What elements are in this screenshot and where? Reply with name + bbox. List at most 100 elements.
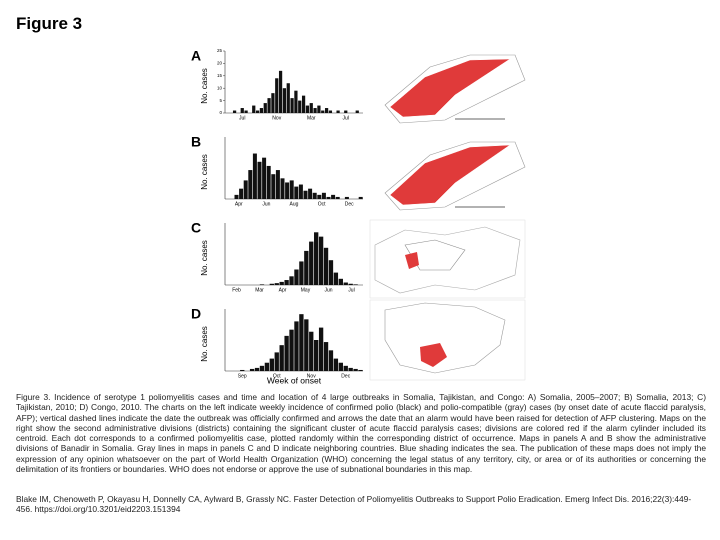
bar [298,184,303,199]
bar [239,188,244,199]
bar [299,261,304,285]
bar [328,350,334,371]
bar [328,260,334,285]
bar [318,236,324,285]
bar [343,365,348,371]
x-tick-label: Jun [262,201,270,207]
bar [353,368,358,371]
bar [304,250,309,285]
bar [252,153,257,199]
bar [326,196,331,199]
bar [309,331,314,371]
bar [348,283,353,285]
bar [252,105,256,113]
bar [313,108,317,113]
bar [259,284,265,285]
x-tick-label: Dec [341,373,350,379]
x-tick-label: Dec [345,201,354,207]
bar [321,192,326,199]
bar [344,110,348,113]
bar [333,358,339,371]
bar [314,340,319,371]
y-tick-label: 25 [217,48,223,53]
map-c [369,219,526,299]
bar [358,196,363,199]
bar [255,110,260,113]
bar [278,70,283,113]
bar [312,192,317,199]
bar [355,110,359,113]
bar [269,358,274,371]
bar [298,100,302,113]
y-axis-label: No. cases [200,154,209,190]
bar [240,108,244,113]
x-tick-label: Sep [238,373,247,379]
bar [262,157,267,199]
bar [275,170,280,199]
bar [294,90,298,113]
bar [324,108,329,113]
x-tick-label: Oct [273,373,281,379]
bar [328,110,333,113]
x-tick-label: Nov [307,373,316,379]
bar [336,110,340,113]
bar [338,278,343,285]
x-axis-label: Week of onset [267,375,322,385]
bar [279,281,284,285]
bar [317,194,322,199]
bar [338,362,343,371]
bar [279,345,284,371]
bar [309,241,314,285]
panel-label: D [191,306,201,322]
bar [259,365,265,371]
bar [321,110,325,113]
bar [232,110,237,113]
bar [285,182,290,199]
bar [353,284,358,285]
x-tick-label: Jul [239,115,245,121]
bar [303,190,308,199]
bar [299,314,304,371]
x-tick-label: Nov [272,115,281,121]
bar [323,247,329,285]
bar [264,362,270,371]
bar [294,269,299,285]
bar [284,280,289,285]
x-tick-label: Apr [235,201,243,207]
y-tick-label: 10 [217,85,223,90]
bar [280,178,285,199]
bar [284,335,289,371]
bar [274,283,279,285]
bar [243,180,248,199]
bar [254,367,260,371]
y-axis-label: No. cases [200,68,209,104]
bar [286,83,290,113]
bar [266,165,271,199]
x-tick-label: Aug [290,201,299,207]
bar [249,368,255,371]
y-tick-label: 0 [219,110,222,115]
bar [358,369,363,371]
bar [309,103,313,113]
map-a [370,48,526,130]
bar [271,174,276,199]
bar [317,105,321,113]
y-tick-label: 15 [217,73,223,78]
bar [333,272,339,285]
x-tick-label: Feb [232,287,241,293]
bar [301,95,306,113]
x-tick-label: Jun [324,287,332,293]
bar [294,321,299,371]
bar [263,103,267,113]
bar [269,283,274,285]
map-d [369,299,526,381]
bar [274,352,279,371]
bar [314,232,319,285]
bar [282,88,287,113]
x-tick-label: Apr [279,287,287,293]
bar [271,93,275,113]
bar [289,329,294,371]
y-axis-label: No. cases [200,240,209,276]
bar [304,319,309,371]
